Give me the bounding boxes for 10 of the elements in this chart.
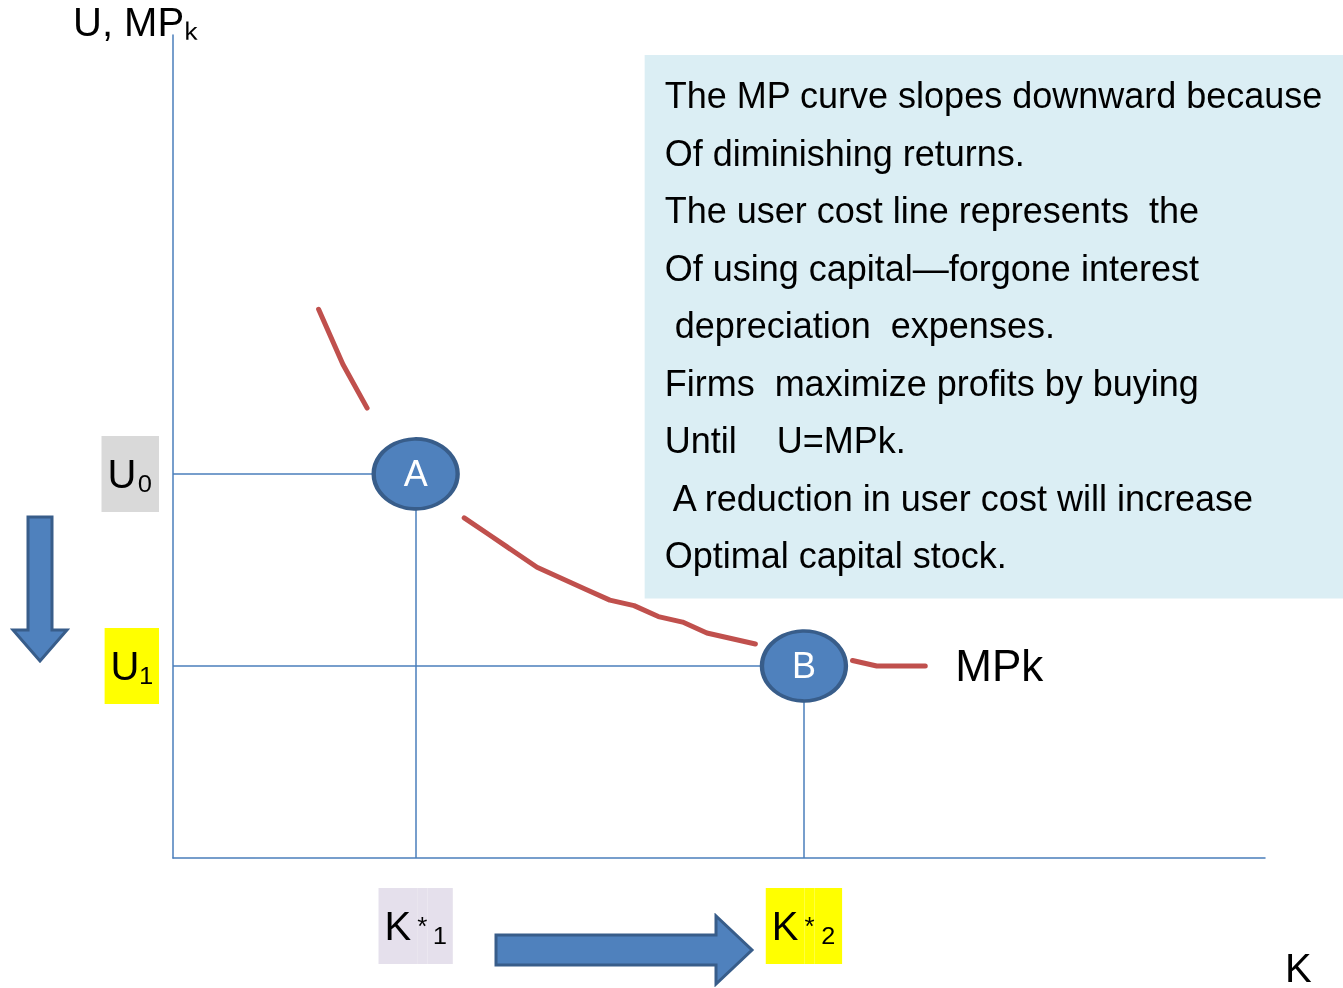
x-tick-label: K*₂ xyxy=(771,904,837,948)
annotation: B xyxy=(791,645,816,687)
ref-line-label: U₁ xyxy=(110,643,153,688)
ref-line-label: U₀ xyxy=(107,451,153,496)
series-label: MPk xyxy=(955,641,1045,691)
annotation: A xyxy=(403,453,428,495)
text: The MP curve slopes downward because Of diminishing returns. The user cost line represents the Of using capital—forgone interest depreciation expenses. Firms maximize profits by buying Until U=MPk. A reduction in user cost will increase Optimal capital stock. xyxy=(664,75,1323,577)
x-tick-label: K*₁ xyxy=(384,904,447,948)
x-axis-title: K xyxy=(1285,946,1312,988)
text: U, MPₖ xyxy=(73,0,199,44)
